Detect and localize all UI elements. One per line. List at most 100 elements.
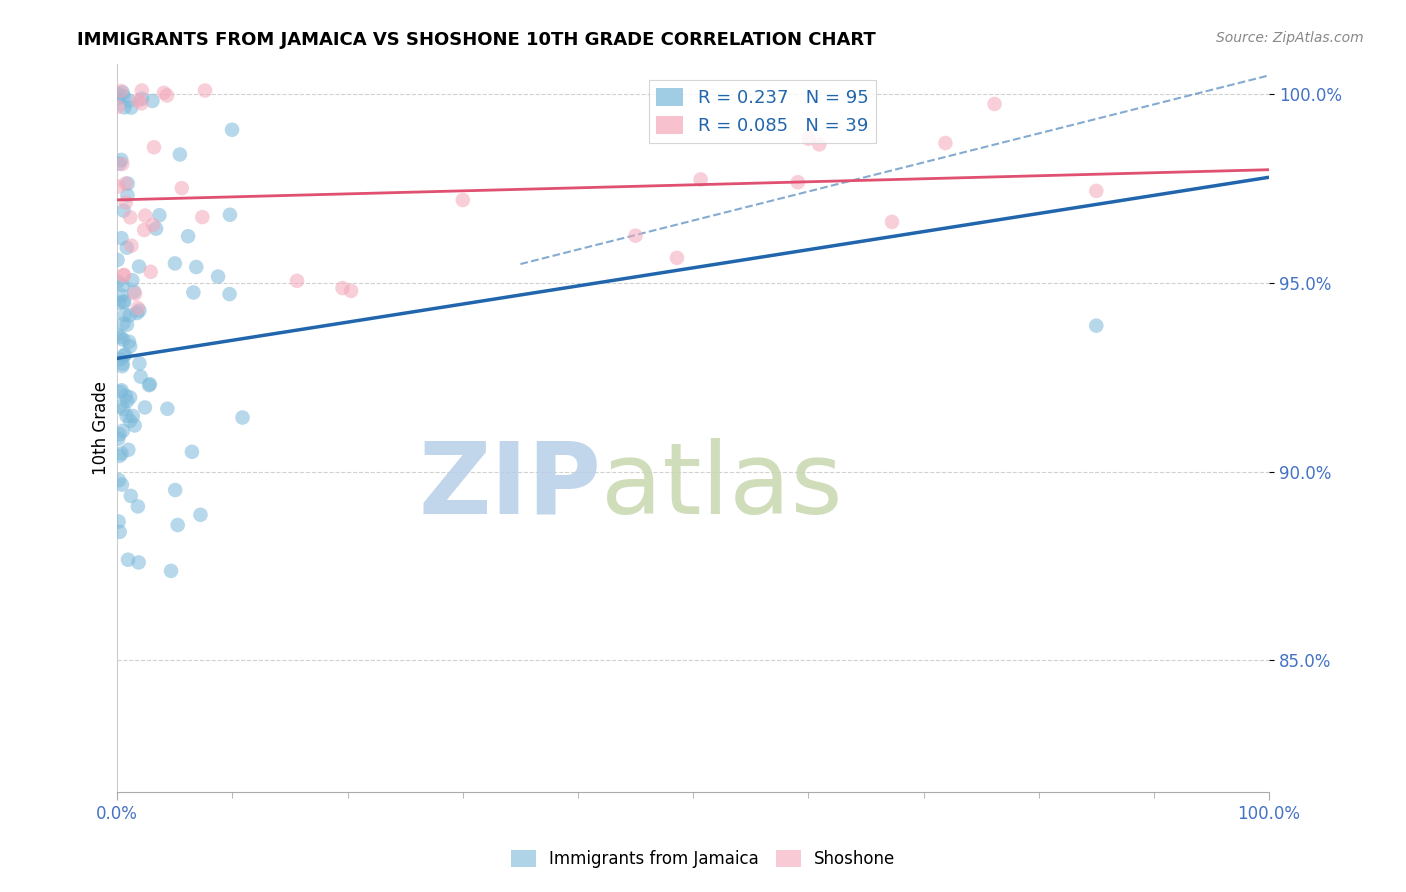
Point <box>110 330 132 344</box>
Point <box>145 221 167 235</box>
Point <box>156 88 179 103</box>
Point <box>141 94 163 108</box>
Point <box>170 181 193 195</box>
Point <box>120 238 142 252</box>
Text: atlas: atlas <box>600 438 842 535</box>
Y-axis label: 10th Grade: 10th Grade <box>93 381 110 475</box>
Point <box>117 552 139 566</box>
Point <box>110 153 132 167</box>
Point <box>110 384 132 398</box>
Point <box>117 177 139 191</box>
Point <box>112 89 135 103</box>
Point <box>808 137 831 152</box>
Point <box>1085 184 1108 198</box>
Point <box>219 208 242 222</box>
Point <box>110 84 132 98</box>
Point <box>122 285 145 299</box>
Legend: R = 0.237   N = 95, R = 0.085   N = 39: R = 0.237 N = 95, R = 0.085 N = 39 <box>650 80 876 143</box>
Point <box>107 275 129 289</box>
Point <box>134 209 156 223</box>
Point <box>169 147 191 161</box>
Point <box>112 317 135 331</box>
Point <box>111 357 134 371</box>
Point <box>139 265 162 279</box>
Point <box>1085 318 1108 333</box>
Point <box>177 229 200 244</box>
Point <box>128 356 150 370</box>
Point <box>108 449 131 463</box>
Point <box>127 301 149 315</box>
Point <box>120 101 142 115</box>
Point <box>181 445 204 459</box>
Point <box>110 446 132 460</box>
Point <box>124 418 146 433</box>
Point <box>134 401 156 415</box>
Text: ZIP: ZIP <box>418 438 600 535</box>
Point <box>111 424 134 438</box>
Point <box>983 97 1005 112</box>
Point <box>934 136 956 150</box>
Point <box>111 278 134 293</box>
Point <box>115 318 138 332</box>
Point <box>285 274 308 288</box>
Point <box>134 223 156 237</box>
Point <box>163 256 186 270</box>
Point <box>107 91 129 105</box>
Point <box>108 427 131 442</box>
Point <box>127 306 149 320</box>
Point <box>138 378 160 392</box>
Point <box>689 172 711 186</box>
Point <box>340 284 363 298</box>
Point <box>112 100 135 114</box>
Point <box>207 269 229 284</box>
Point <box>129 369 152 384</box>
Point <box>117 442 139 457</box>
Text: Source: ZipAtlas.com: Source: ZipAtlas.com <box>1216 31 1364 45</box>
Point <box>160 564 183 578</box>
Point <box>110 400 132 414</box>
Point <box>108 524 131 539</box>
Point <box>121 273 143 287</box>
Point <box>131 96 153 111</box>
Point <box>218 287 240 301</box>
Point <box>112 295 135 310</box>
Point <box>117 188 139 202</box>
Point <box>139 377 162 392</box>
Text: IMMIGRANTS FROM JAMAICA VS SHOSHONE 10TH GRADE CORRELATION CHART: IMMIGRANTS FROM JAMAICA VS SHOSHONE 10TH… <box>77 31 876 49</box>
Point <box>108 295 131 310</box>
Legend: Immigrants from Jamaica, Shoshone: Immigrants from Jamaica, Shoshone <box>505 843 901 875</box>
Point <box>107 515 129 529</box>
Point <box>221 122 243 136</box>
Point <box>156 401 179 416</box>
Point <box>108 156 131 170</box>
Point <box>127 500 149 514</box>
Point <box>107 87 129 101</box>
Point <box>166 518 188 533</box>
Point <box>127 94 149 108</box>
Point <box>120 414 142 428</box>
Point <box>121 409 143 423</box>
Point <box>120 390 142 404</box>
Point <box>120 211 142 225</box>
Point <box>108 384 131 399</box>
Point <box>624 228 647 243</box>
Point <box>120 489 142 503</box>
Point <box>114 195 136 210</box>
Point <box>665 251 688 265</box>
Point <box>143 140 166 154</box>
Point <box>112 349 135 363</box>
Point <box>131 83 153 97</box>
Point <box>118 334 141 349</box>
Point <box>107 432 129 446</box>
Point <box>148 208 170 222</box>
Point <box>191 210 214 224</box>
Point <box>115 241 138 255</box>
Point <box>797 131 820 145</box>
Point <box>153 86 176 100</box>
Point <box>165 483 187 497</box>
Point <box>115 394 138 409</box>
Point <box>124 286 146 301</box>
Point <box>111 288 134 302</box>
Point <box>120 339 142 353</box>
Point <box>107 179 129 194</box>
